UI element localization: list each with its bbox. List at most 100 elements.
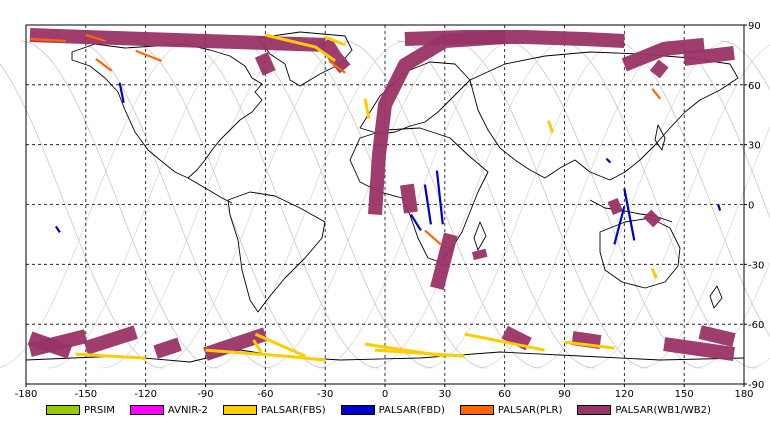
japan-coastline — [654, 124, 666, 151]
swath-fbs — [75, 352, 146, 360]
swath-plr — [29, 37, 66, 43]
y-tick-label: 0 — [748, 201, 754, 212]
legend-item: PALSAR(FBS) — [222, 404, 326, 416]
new-zealand-coastline — [709, 285, 723, 309]
swath-plr — [135, 49, 162, 62]
swath-fbd — [605, 157, 612, 164]
swath-wb — [683, 45, 735, 66]
swath-plr — [95, 58, 113, 72]
x-tick-label: 0 — [382, 389, 388, 400]
legend-item: PALSAR(PLR) — [459, 404, 563, 416]
legend-label: PALSAR(WB1/WB2) — [615, 404, 711, 416]
central-america-coastline — [187, 177, 233, 204]
swath-fbd — [409, 213, 422, 231]
legend-label: PALSAR(FBD) — [378, 404, 445, 416]
swath-fbd — [613, 206, 626, 245]
swath-plr — [85, 33, 107, 43]
legend-label: PALSAR(PLR) — [497, 404, 563, 416]
legend-item: PRSIM — [46, 405, 115, 416]
swath-fbs — [564, 340, 615, 350]
swath-plr — [328, 60, 346, 74]
antarctica-coastline — [25, 349, 745, 363]
legend: PRSIM AVNIR-2 PALSAR(FBS) PALSAR(FBD) PALSAR… — [46, 402, 746, 418]
x-tick-label: 60 — [498, 389, 511, 400]
swath-wb — [643, 209, 662, 228]
swath-wb — [607, 198, 623, 215]
swath-plr — [424, 229, 442, 246]
legend-item: PALSAR(WB1/WB2) — [577, 405, 711, 416]
swath-fbd — [118, 82, 125, 104]
x-tick-label: -120 — [134, 389, 157, 400]
swath-fbd — [423, 184, 432, 225]
y-tick-label: -90 — [748, 380, 764, 391]
orbit-track — [370, 40, 569, 369]
axis-tick-layer: -180 -150 -120 -90 -60 -30 0 30 60 90 120 150 180 90 6… — [15, 21, 765, 400]
swath-fbs — [363, 98, 371, 119]
swath-fbs — [264, 33, 336, 63]
x-tick-label: 90 — [558, 389, 571, 400]
swath-wb — [698, 325, 736, 347]
swath-wb — [399, 183, 418, 214]
orbit-track — [586, 44, 770, 369]
swath-wb — [29, 28, 326, 52]
swath-plr — [651, 88, 662, 100]
legend-label: PRSIM — [84, 404, 115, 416]
x-tick-label: 180 — [734, 389, 753, 400]
swath-wb — [471, 248, 488, 261]
swath-wb — [153, 337, 182, 359]
swath-fbd — [623, 188, 636, 241]
legend-swatch — [340, 405, 375, 415]
y-tick-label: -60 — [748, 320, 764, 331]
swath-layer — [27, 28, 736, 362]
y-tick-label: -30 — [748, 260, 764, 271]
orbit-track — [424, 40, 623, 369]
legend-label: PALSAR(FBS) — [260, 404, 326, 416]
swath-fbs — [464, 332, 545, 352]
x-tick-label: 120 — [615, 389, 634, 400]
swath-wb — [663, 337, 735, 362]
madagascar-coastline — [473, 221, 487, 251]
legend-swatch — [222, 405, 257, 415]
south-america-coastline — [227, 191, 326, 313]
greenland-coastline — [257, 31, 353, 87]
legend-item: PALSAR(FBD) — [340, 404, 445, 416]
legend-swatch — [459, 405, 494, 415]
plot-area-background — [26, 25, 744, 384]
x-tick-label: -30 — [317, 389, 333, 400]
x-tick-label: -60 — [257, 389, 273, 400]
orbit-track — [720, 40, 770, 91]
x-tick-label: -150 — [74, 389, 97, 400]
swath-wb — [28, 329, 88, 357]
swath-wb — [319, 37, 351, 74]
legend-swatch — [129, 405, 164, 415]
swath-wb — [571, 331, 602, 350]
legend-label: AVNIR-2 — [167, 404, 208, 416]
swath-fbs — [650, 267, 658, 279]
legend-item: AVNIR-2 — [129, 404, 208, 416]
swath-wb — [649, 59, 669, 79]
legend-swatch — [46, 405, 80, 415]
x-tick-label: 150 — [675, 389, 694, 400]
swath-wb — [368, 30, 506, 215]
swath-fbs — [547, 120, 554, 134]
swath-fbs — [254, 332, 306, 358]
y-tick-label: 60 — [748, 81, 761, 92]
swath-wb — [430, 232, 458, 291]
x-tick-label: -180 — [15, 389, 38, 400]
legend-swatch — [577, 405, 612, 415]
swath-fbd — [435, 170, 444, 225]
swath-fbd — [54, 225, 61, 234]
swath-fbd — [717, 204, 722, 211]
swath-wb — [501, 325, 532, 351]
swath-wb — [254, 52, 276, 76]
y-tick-label: 90 — [748, 21, 761, 32]
swath-fbs — [205, 348, 326, 362]
swath-wb — [83, 325, 138, 355]
swath-wb — [621, 37, 705, 72]
y-tick-label: 30 — [748, 141, 761, 152]
swath-fbs — [374, 348, 465, 358]
swath-fbs — [324, 35, 346, 47]
x-tick-label: -90 — [197, 389, 213, 400]
x-tick-label: 30 — [438, 389, 451, 400]
